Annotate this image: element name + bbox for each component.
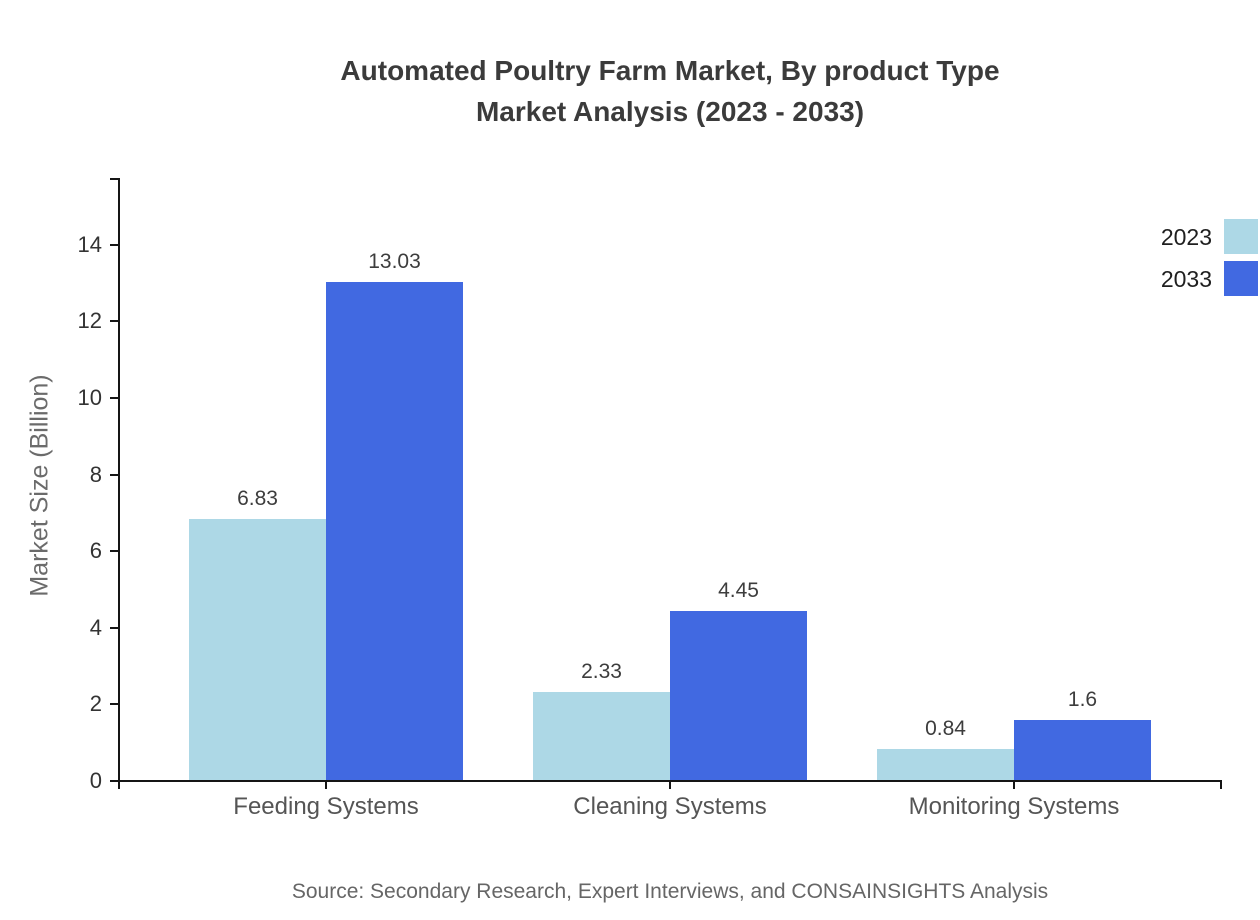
value-label-2023-cleaning-systems: 2.33 <box>581 660 622 683</box>
legend-label-2023: 2023 <box>1160 224 1212 250</box>
y-tick-label: 8 <box>89 461 102 487</box>
value-label-2033-monitoring-systems: 1.6 <box>1067 688 1098 711</box>
legend-label-2033: 2033 <box>1160 266 1212 292</box>
bar-2023-cleaning-systems <box>533 692 670 781</box>
chart-title-line-1: Automated Poultry Farm Market, By produc… <box>340 55 1000 86</box>
y-tick-mark <box>110 626 118 629</box>
chart-title-line-2: Market Analysis (2023 - 2033) <box>475 96 865 127</box>
value-label-2023-feeding-systems: 6.83 <box>237 487 278 510</box>
value-label-2033-cleaning-systems: 4.45 <box>718 579 759 602</box>
y-tick-mark <box>110 780 118 782</box>
value-label-2033-feeding-systems: 13.03 <box>368 250 421 273</box>
y-tick-label: 12 <box>77 308 102 334</box>
x-category-label-feeding-systems: Feeding Systems <box>233 793 419 820</box>
legend-swatch-2033 <box>1224 261 1258 296</box>
bar-2023-monitoring-systems <box>877 749 1014 781</box>
y-tick-label: 2 <box>89 691 102 717</box>
y-tick-mark <box>110 397 118 399</box>
x-tick-mark <box>1013 781 1015 789</box>
bar-2033-monitoring-systems <box>1014 720 1151 781</box>
y-tick-label: 14 <box>77 231 102 257</box>
y-tick-mark <box>110 320 118 323</box>
x-axis-left-cap <box>118 781 120 789</box>
x-axis-right-cap <box>1220 781 1222 789</box>
y-axis-top-cap <box>110 178 118 180</box>
y-tick-label: 10 <box>77 385 102 410</box>
y-tick-mark <box>110 550 118 553</box>
x-category-label-monitoring-systems: Monitoring Systems <box>908 793 1120 820</box>
bar-2033-feeding-systems <box>326 282 463 781</box>
y-tick-mark <box>110 703 118 706</box>
chart-title: Automated Poultry Farm Market, By produc… <box>0 50 1260 132</box>
value-label-2023-monitoring-systems: 0.84 <box>925 717 966 740</box>
y-tick-label: 0 <box>89 768 102 793</box>
source-note: Source: Secondary Research, Expert Inter… <box>291 880 1049 903</box>
x-axis-spine <box>118 780 1222 782</box>
x-tick-mark <box>669 781 671 789</box>
x-category-label-cleaning-systems: Cleaning Systems <box>573 793 767 820</box>
y-tick-mark <box>110 473 118 476</box>
y-axis-spine <box>118 178 120 783</box>
bar-2033-cleaning-systems <box>670 611 807 781</box>
y-tick-mark <box>110 243 118 246</box>
bar-2023-feeding-systems <box>189 519 326 781</box>
legend-swatch-2023 <box>1224 219 1258 254</box>
y-tick-label: 4 <box>89 614 102 640</box>
x-tick-mark <box>325 781 327 789</box>
y-tick-label: 6 <box>89 538 102 564</box>
